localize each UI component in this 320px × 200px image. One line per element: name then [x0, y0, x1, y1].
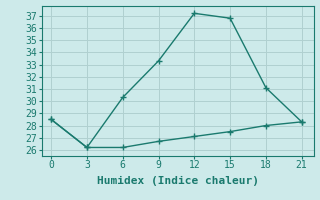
- X-axis label: Humidex (Indice chaleur): Humidex (Indice chaleur): [97, 176, 259, 186]
